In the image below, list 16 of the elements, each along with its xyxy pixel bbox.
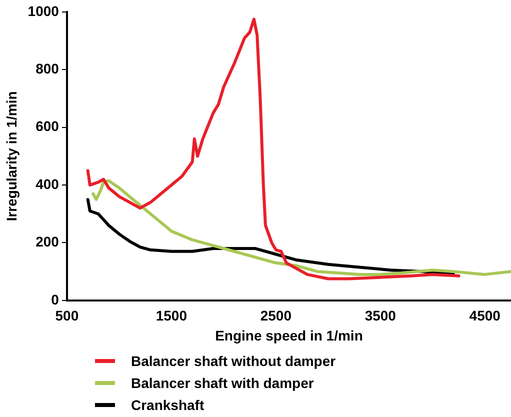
legend-label: Balancer shaft with damper — [131, 375, 314, 391]
y-tick-label: 800 — [36, 60, 60, 77]
x-tick-label: 3500 — [364, 308, 396, 324]
x-tick-label: 2500 — [260, 308, 292, 324]
y-tick-label: 400 — [36, 176, 60, 192]
y-tick-label: 200 — [36, 234, 60, 250]
y-axis-title: Irregularity in 1/min — [3, 91, 20, 222]
y-tick-label: 600 — [36, 118, 60, 134]
x-axis-title: Engine speed in 1/min — [215, 327, 363, 344]
y-tick-label: 1000 — [28, 2, 60, 19]
x-tick-label: 4500 — [469, 308, 501, 324]
x-tick-label: 500 — [55, 308, 79, 324]
legend-label: Balancer shaft without damper — [131, 353, 336, 369]
x-tick-label: 1500 — [156, 308, 188, 324]
y-tick-label: 0 — [51, 291, 60, 308]
legend-label: Crankshaft — [131, 397, 204, 413]
